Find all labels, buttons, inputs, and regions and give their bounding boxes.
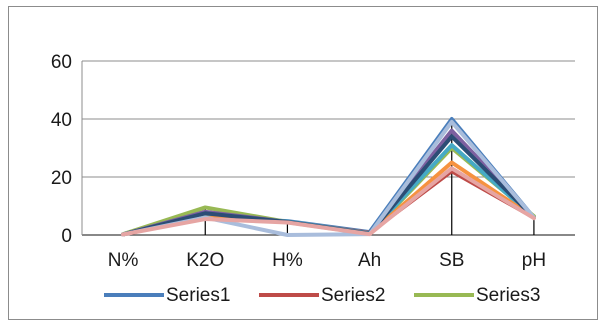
x-tick-label: pH bbox=[522, 250, 546, 271]
gridlines bbox=[82, 60, 575, 178]
legend-label: Series1 bbox=[166, 285, 230, 306]
x-tick-label: SB bbox=[439, 250, 464, 271]
series-lines bbox=[121, 117, 536, 237]
y-tick-label: 20 bbox=[51, 168, 72, 189]
legend-label: Series3 bbox=[476, 285, 540, 306]
legend-label: Series2 bbox=[321, 285, 385, 306]
x-tick-label: Ah bbox=[358, 250, 381, 271]
chart-area: 0 20 40 60 N% K2O H% Ah SB pH Series1 Series2 Seri… bbox=[8, 6, 598, 320]
y-tick-label: 0 bbox=[61, 226, 72, 247]
x-tick-label: K2O bbox=[186, 250, 224, 271]
y-tick-labels: 0 20 40 60 bbox=[51, 52, 72, 247]
legend-item-series1: Series1 bbox=[104, 285, 230, 306]
series-line-9 bbox=[121, 166, 536, 237]
y-tick-label: 60 bbox=[51, 52, 72, 73]
legend-item-series2: Series2 bbox=[259, 285, 385, 306]
axes bbox=[81, 61, 575, 236]
x-tick-labels: N% K2O H% Ah SB pH bbox=[108, 250, 546, 271]
legend-item-series3: Series3 bbox=[414, 285, 540, 306]
y-tick-label: 40 bbox=[51, 110, 72, 131]
x-tick-label: N% bbox=[108, 250, 139, 271]
legend: Series1 Series2 Series3 bbox=[104, 285, 540, 306]
x-tick-label: H% bbox=[272, 250, 303, 271]
